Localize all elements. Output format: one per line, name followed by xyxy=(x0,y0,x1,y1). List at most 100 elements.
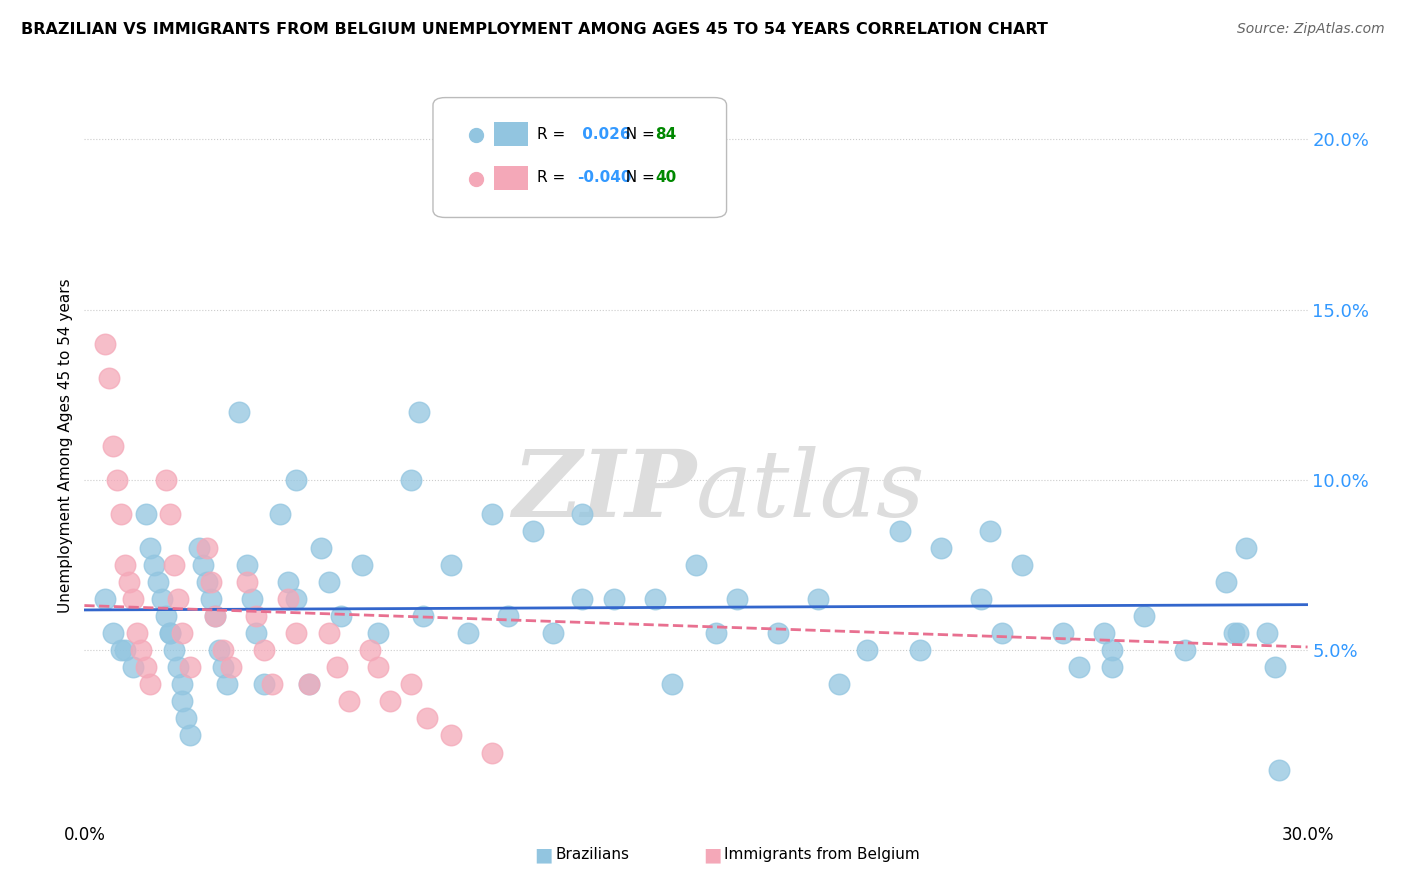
Point xyxy=(309,541,332,556)
Point xyxy=(440,729,463,743)
Point xyxy=(1174,643,1197,657)
Point xyxy=(110,507,132,521)
Point xyxy=(1268,763,1291,777)
Point xyxy=(138,541,160,556)
Text: -0.040: -0.040 xyxy=(578,170,631,186)
Point xyxy=(167,592,190,607)
Point xyxy=(195,575,218,590)
Point xyxy=(1011,558,1033,573)
Point xyxy=(269,507,291,521)
Text: 0.026: 0.026 xyxy=(578,127,631,142)
Point xyxy=(1215,575,1237,590)
Point xyxy=(174,711,197,725)
Point xyxy=(159,507,181,521)
Point xyxy=(219,660,242,674)
Point xyxy=(408,405,430,419)
Text: N =: N = xyxy=(616,170,659,186)
Y-axis label: Unemployment Among Ages 45 to 54 years: Unemployment Among Ages 45 to 54 years xyxy=(58,278,73,614)
Point xyxy=(253,677,276,691)
Point xyxy=(260,677,283,691)
Point xyxy=(481,746,503,760)
Point xyxy=(399,473,422,487)
Point xyxy=(127,626,149,640)
Point xyxy=(285,473,308,487)
Text: ZIP: ZIP xyxy=(512,446,696,536)
Point xyxy=(195,541,218,556)
Point xyxy=(159,626,181,640)
Point xyxy=(277,575,299,590)
Point xyxy=(828,677,851,691)
Point xyxy=(1052,626,1074,640)
Point xyxy=(440,558,463,573)
Text: Source: ZipAtlas.com: Source: ZipAtlas.com xyxy=(1237,22,1385,37)
Point xyxy=(603,592,626,607)
Point xyxy=(1069,660,1091,674)
Point xyxy=(1101,643,1123,657)
Text: BRAZILIAN VS IMMIGRANTS FROM BELGIUM UNEMPLOYMENT AMONG AGES 45 TO 54 YEARS CORR: BRAZILIAN VS IMMIGRANTS FROM BELGIUM UNE… xyxy=(21,22,1047,37)
Point xyxy=(191,558,214,573)
Point xyxy=(367,626,389,640)
Point xyxy=(110,643,132,657)
Point xyxy=(1227,626,1250,640)
Point xyxy=(212,660,235,674)
Point xyxy=(163,643,186,657)
Bar xyxy=(494,166,529,190)
Text: R =: R = xyxy=(537,127,569,142)
Text: N =: N = xyxy=(616,127,659,142)
Point xyxy=(217,677,239,691)
Point xyxy=(204,609,226,624)
Point xyxy=(101,439,124,453)
Point xyxy=(204,609,226,624)
Point xyxy=(93,336,115,351)
Point xyxy=(163,558,186,573)
Text: 40: 40 xyxy=(655,170,676,186)
Point xyxy=(412,609,434,624)
Point xyxy=(101,626,124,640)
Point xyxy=(150,592,173,607)
FancyBboxPatch shape xyxy=(433,97,727,218)
Point xyxy=(285,592,308,607)
Point xyxy=(298,677,321,691)
Text: atlas: atlas xyxy=(696,446,925,536)
Point xyxy=(359,643,381,657)
Point xyxy=(380,694,402,708)
Point xyxy=(114,558,136,573)
Point xyxy=(970,592,993,607)
Point xyxy=(200,592,222,607)
Point xyxy=(179,729,201,743)
Point xyxy=(318,626,340,640)
Point xyxy=(1092,626,1115,640)
Text: Immigrants from Belgium: Immigrants from Belgium xyxy=(724,847,920,862)
Text: ■: ■ xyxy=(703,845,721,864)
Point xyxy=(416,711,439,725)
Point xyxy=(167,660,190,674)
Point xyxy=(644,592,666,607)
Point xyxy=(200,575,222,590)
Point xyxy=(118,575,141,590)
Point xyxy=(543,626,565,640)
Text: 84: 84 xyxy=(655,127,676,142)
Point xyxy=(131,643,153,657)
Point xyxy=(298,677,321,691)
Point xyxy=(146,575,169,590)
Point xyxy=(350,558,373,573)
Point xyxy=(522,524,544,538)
Text: R =: R = xyxy=(537,170,569,186)
Point xyxy=(122,660,145,674)
Point xyxy=(481,507,503,521)
Point xyxy=(179,660,201,674)
Point xyxy=(114,643,136,657)
Point xyxy=(1133,609,1156,624)
Point xyxy=(135,507,157,521)
Point xyxy=(326,660,349,674)
Point xyxy=(155,609,177,624)
Point xyxy=(571,592,593,607)
Point xyxy=(330,609,353,624)
Point xyxy=(138,677,160,691)
Point xyxy=(991,626,1014,640)
Point xyxy=(1223,626,1246,640)
Point xyxy=(240,592,263,607)
Text: ■: ■ xyxy=(534,845,553,864)
Point xyxy=(142,558,165,573)
Point xyxy=(172,694,194,708)
